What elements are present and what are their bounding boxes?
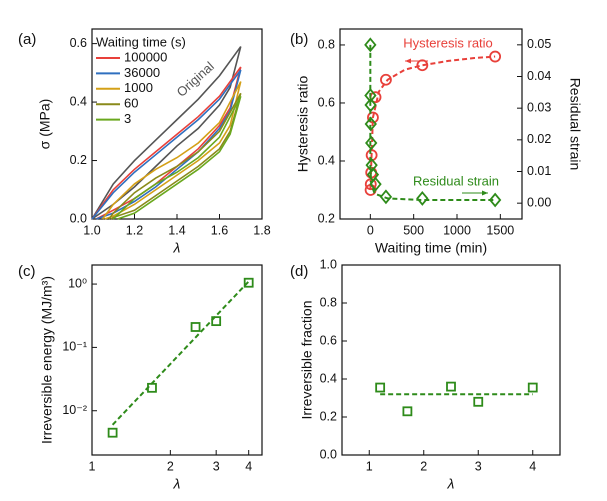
marker [380,73,392,86]
arrow-head [482,190,488,196]
arrow-head [405,58,411,64]
y-tick-label: 0.2 [318,211,335,225]
series-annotation: Residual strain [413,173,499,188]
series-annotation: Original [174,59,217,100]
y-tick-label: 0.8 [318,37,335,51]
marker [369,176,382,192]
legend-label: 3 [124,111,131,126]
legend-label: 100000 [124,49,167,64]
y2-tick-label: 0.00 [527,195,551,209]
y-tick-label: 10⁻¹ [62,340,87,354]
plot-frame [91,264,263,456]
x-axis-label: λ [173,476,181,492]
y-tick-label: 0.4 [318,153,335,167]
y2-tick-label: 0.05 [527,37,551,51]
y-tick-label: 0.4 [70,94,87,108]
y-tick-label: 10⁻² [62,403,87,417]
y-tick-label: 0.6 [320,333,337,347]
marker [446,381,456,392]
y2-tick-label: 0.04 [527,69,551,83]
x-axis-label: Waiting time (min) [375,240,487,256]
x-tick-label: 4 [245,459,252,473]
y-axis-label: Irreversible fraction [299,300,315,419]
x-tick-label: 2 [420,459,427,473]
curve [112,95,242,220]
y-axis-label: Irreversible energy (MJ/m³) [39,276,55,444]
y-tick-label: 0.6 [70,36,87,50]
plot-frame [339,28,523,220]
x-tick-label: 1 [89,459,96,473]
y-tick-label: 0.8 [320,295,337,309]
x-tick-label: 1.8 [253,223,270,237]
y-tick-label: 0.0 [70,211,87,225]
legend-title: Waiting time (s) [96,34,186,49]
legend-label: 60 [124,96,138,111]
y-tick-label: 10⁰ [68,276,87,290]
marker [190,322,201,332]
marker [147,382,157,393]
x-axis-label: λ [173,240,181,256]
marker [243,277,254,288]
panel-label: (a) [18,31,36,48]
x-tick-label: 3 [475,459,482,473]
marker [416,191,429,206]
fit-line [111,280,250,426]
x-tick-label: 1 [366,459,373,473]
y2-tick-label: 0.03 [527,100,551,114]
marker [107,427,118,438]
y-axis-label: Hysteresis ratio [295,76,311,173]
plot-frame [341,264,561,456]
marker [473,396,484,407]
marker [364,37,377,53]
marker [527,382,538,393]
x-tick-label: 1.4 [168,223,185,237]
x-axis-label: λ [447,476,455,492]
panel-label: (b) [290,31,308,48]
fit-line [369,44,496,201]
marker [364,116,377,132]
y2-tick-label: 0.02 [527,132,551,146]
x-tick-label: 2 [167,459,174,473]
y-tick-label: 0.6 [318,95,335,109]
legend-label: 1000 [124,80,153,95]
y2-axis-label: Residual strain [567,78,583,171]
y-tick-label: 0.2 [70,153,87,167]
x-tick-label: 0 [367,223,374,237]
x-tick-label: 4 [529,459,536,473]
x-tick-label: 3 [213,459,220,473]
x-tick-label: 1.2 [126,223,143,237]
x-tick-label: 1.6 [211,223,228,237]
panel-label: (d) [290,263,308,280]
y-tick-label: 0.2 [320,409,337,423]
y-axis-label: σ (MPa) [37,99,53,150]
x-tick-label: 1500 [486,223,514,237]
marker [488,192,502,208]
marker [375,382,386,393]
x-tick-label: 1000 [443,223,471,237]
panel-label: (c) [18,263,36,280]
marker [379,189,393,205]
x-tick-label: 1.0 [83,223,100,237]
y-tick-label: 0.0 [320,447,337,461]
y-tick-label: 0.4 [320,371,337,385]
marker [402,406,413,417]
series-annotation: Hysteresis ratio [403,35,493,50]
legend-label: 36000 [124,65,160,80]
fit-line [369,55,496,191]
marker [211,316,222,327]
marker [489,50,502,63]
x-tick-label: 500 [403,223,424,237]
y2-tick-label: 0.01 [527,164,551,178]
y-tick-label: 1.0 [320,257,337,271]
